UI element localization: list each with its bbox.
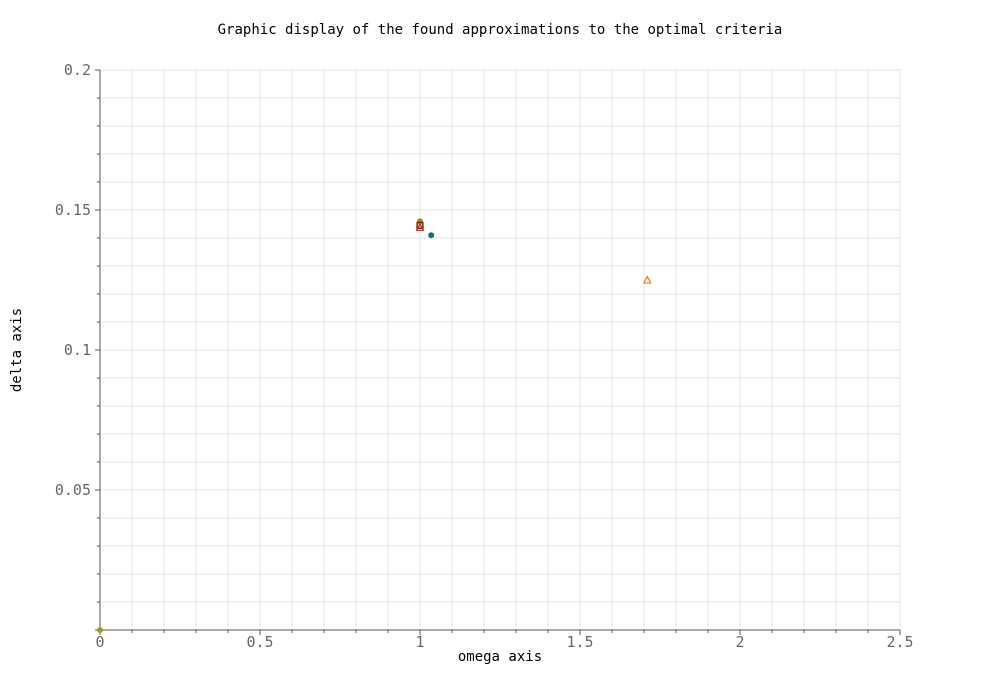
data-point-square — [416, 221, 424, 229]
x-tick-label: 2 — [735, 633, 744, 651]
y-tick-label: 0.05 — [55, 481, 91, 499]
data-point-circle — [428, 232, 435, 239]
x-tick-label: 0 — [95, 633, 104, 651]
x-axis-label: omega axis — [458, 649, 542, 665]
chart-title: Graphic display of the found approximati… — [218, 22, 783, 38]
x-tick-label: 1 — [415, 633, 424, 651]
data-point-triangle — [642, 275, 652, 284]
data-point-triangle — [415, 222, 425, 231]
tick-labels: 0 0.5 1 1.5 2 2.5 0.05 0.1 0.15 0.2 — [55, 61, 914, 651]
x-tick-label: 2.5 — [886, 633, 913, 651]
data-points — [97, 218, 652, 633]
grid — [99, 69, 901, 631]
y-axis-label: delta axis — [9, 308, 25, 392]
x-tick-label: 0.5 — [246, 633, 273, 651]
y-tick-label: 0.2 — [64, 61, 91, 79]
data-point-triangle — [415, 219, 425, 228]
x-tick-label: 1.5 — [566, 633, 593, 651]
y-tick-label: 0.15 — [55, 201, 91, 219]
data-point-circle — [97, 627, 103, 633]
y-tick-label: 0.1 — [64, 341, 91, 359]
axes — [95, 69, 901, 635]
